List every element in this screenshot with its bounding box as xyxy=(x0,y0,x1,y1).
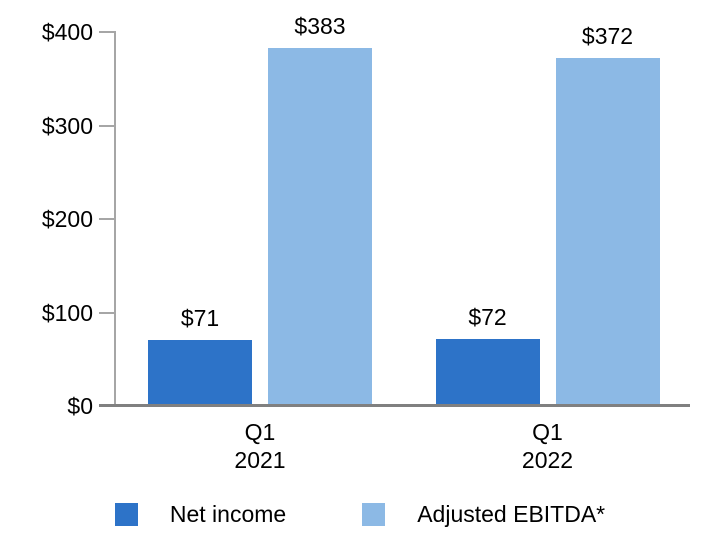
legend-swatch-adjusted-ebitda xyxy=(362,502,386,526)
y-tick-200 xyxy=(99,218,115,220)
legend-item-net-income: Net income xyxy=(114,501,287,527)
bar-value-label-adjusted-ebitda-q1-2021: $383 xyxy=(294,12,346,39)
y-tick-400 xyxy=(99,31,115,33)
x-axis-line xyxy=(99,404,690,407)
bar-value-label-net-income-q1-2021: $71 xyxy=(180,304,220,331)
bar-net-income-q1-2022 xyxy=(435,338,540,406)
y-tick-label-100: $100 xyxy=(41,299,93,326)
x-category-label-q1-2021: Q1 2021 xyxy=(234,419,286,473)
bar-adjusted-ebitda-q1-2021 xyxy=(268,47,372,406)
legend-item-adjusted-ebitda: Adjusted EBITDA* xyxy=(362,501,605,527)
bar-adjusted-ebitda-q1-2022 xyxy=(555,58,660,406)
legend-label-adjusted-ebitda: Adjusted EBITDA* xyxy=(417,501,606,527)
legend-swatch-net-income xyxy=(114,502,138,526)
legend-label-net-income: Net income xyxy=(169,501,287,527)
y-tick-label-200: $200 xyxy=(41,206,93,232)
y-axis-line xyxy=(114,31,116,406)
y-tick-label-400: $400 xyxy=(41,19,93,45)
legend: Net income Adjusted EBITDA* xyxy=(0,501,720,527)
y-tick-100 xyxy=(99,311,115,314)
y-tick-label-300: $300 xyxy=(41,112,93,139)
bar-net-income-q1-2021 xyxy=(148,339,252,406)
bar-value-label-net-income-q1-2022: $72 xyxy=(468,303,507,330)
y-tick-300 xyxy=(99,124,115,127)
bar-value-label-adjusted-ebitda-q1-2022: $372 xyxy=(581,23,634,50)
y-tick-label-0: $0 xyxy=(67,393,93,419)
x-category-label-q1-2022: Q1 2022 xyxy=(521,419,574,473)
